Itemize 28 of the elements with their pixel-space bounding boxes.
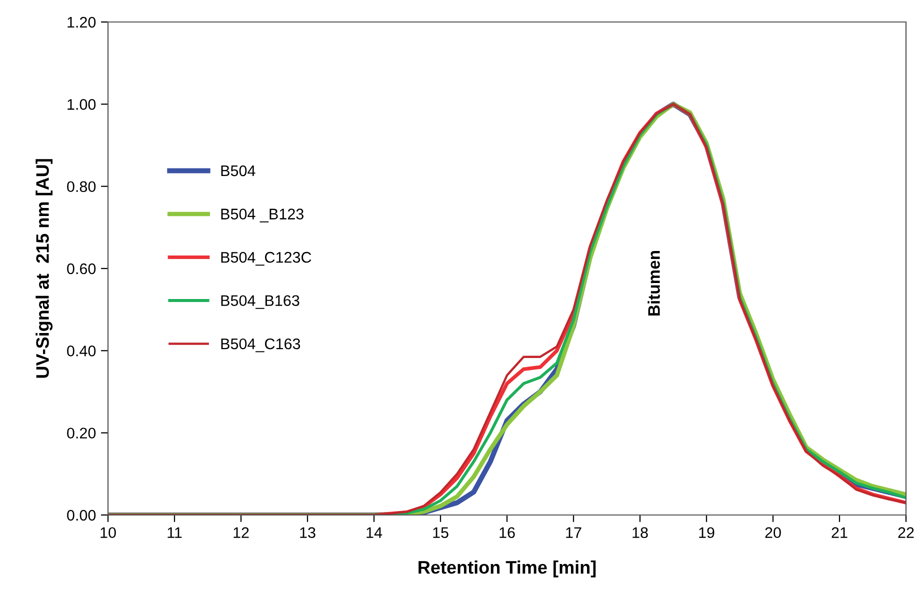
legend-label: B504_C163 <box>221 338 300 352</box>
x-tick-label: 16 <box>500 527 515 538</box>
x-tick-label: 18 <box>632 527 648 538</box>
x-tick-label: 21 <box>832 527 848 538</box>
x-tick-label: 14 <box>366 527 382 538</box>
y-tick-label: 0.60 <box>67 263 96 274</box>
annotation: Bitumen <box>648 250 660 316</box>
legend-label: B504 _B123 <box>221 208 304 222</box>
x-tick-label: 17 <box>566 527 582 538</box>
x-tick-label: 15 <box>433 527 448 538</box>
x-tick-label: 11 <box>168 527 182 538</box>
y-tick-label: 0.20 <box>67 428 96 439</box>
y-tick-label: 1.00 <box>68 99 96 110</box>
x-tick-label: 22 <box>898 527 914 538</box>
x-axis-title: Retention Time [min] <box>418 560 596 578</box>
y-axis-title: UV-Signal at 215 nm [AU] <box>36 159 53 378</box>
x-tick-label: 10 <box>100 527 116 538</box>
x-tick-label: 13 <box>300 527 316 538</box>
legend-label: B504_B163 <box>221 295 300 309</box>
y-tick-label: 0.40 <box>67 346 96 356</box>
x-tick-label: 12 <box>234 527 249 538</box>
x-tick-label: 19 <box>699 527 714 538</box>
legend-label: B504 <box>221 165 256 176</box>
y-tick-label: 1.20 <box>68 16 96 28</box>
y-tick-label: 0.80 <box>67 181 96 192</box>
x-tick-label: 20 <box>765 527 781 538</box>
y-tick-label: 0.00 <box>67 510 96 521</box>
legend-label: B504_C123C <box>221 252 312 266</box>
